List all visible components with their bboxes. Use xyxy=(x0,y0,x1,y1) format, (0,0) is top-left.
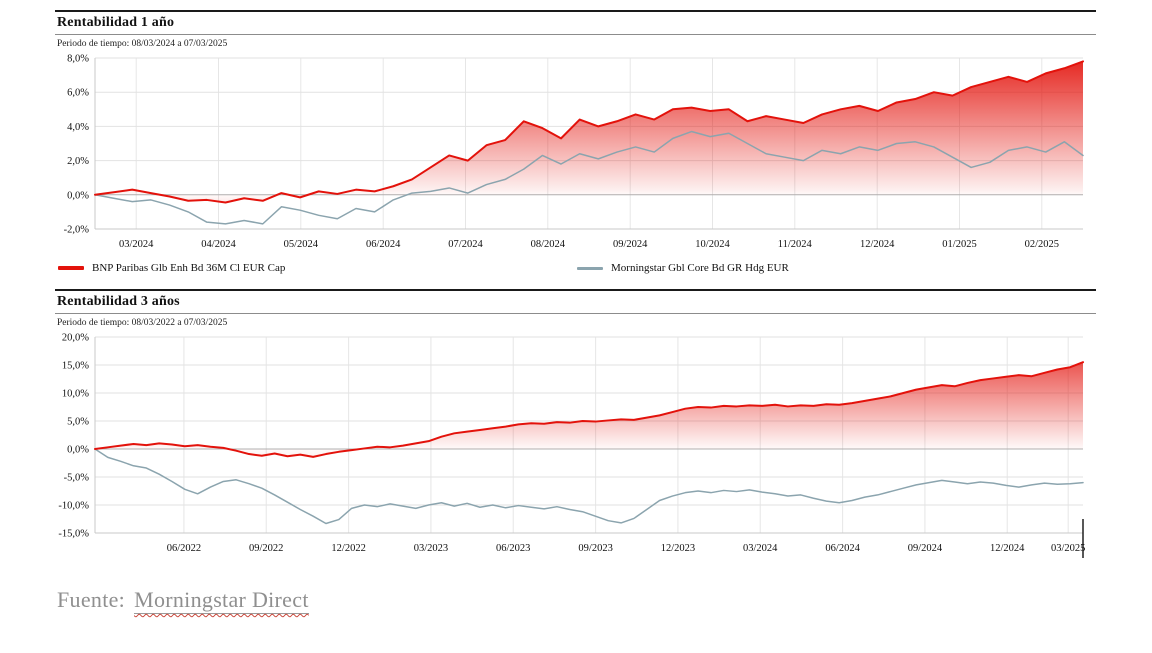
x-axis-label: 06/2024 xyxy=(366,239,401,250)
y-axis-label: -15,0% xyxy=(58,529,89,540)
x-axis-label: 01/2025 xyxy=(942,239,976,250)
source-attribution: Fuente: Morningstar Direct xyxy=(57,587,1096,614)
y-axis-label: 0,0% xyxy=(67,190,89,201)
x-axis-label: 10/2024 xyxy=(695,239,730,250)
y-axis-label: 2,0% xyxy=(67,156,89,167)
x-axis-label: 12/2024 xyxy=(860,239,895,250)
x-axis-label: 12/2024 xyxy=(990,543,1025,554)
legend-item-benchmark: Morningstar Gbl Core Bd GR Hdg EUR xyxy=(577,262,1096,274)
x-axis-label: 09/2024 xyxy=(908,543,943,554)
x-axis-label: 08/2024 xyxy=(531,239,566,250)
x-axis-label: 05/2024 xyxy=(284,239,319,250)
fund-series-line xyxy=(94,361,1084,458)
chart-1yr-plot: 8,0% 6,0% 4,0% 2,0% 0,0% -2,0% 03/2024 04/2024 0… xyxy=(64,54,1084,251)
y-axis-label: 4,0% xyxy=(67,122,89,133)
y-axis-label: 6,0% xyxy=(67,88,89,99)
y-axis-label: 0,0% xyxy=(67,445,89,456)
legend: BNP Paribas Glb Enh Bd 36M Cl EUR Cap Mo… xyxy=(55,255,1096,283)
panel-3yr: Rentabilidad 3 años Periodo de tiempo: 0… xyxy=(55,289,1096,559)
panel-1yr: Rentabilidad 1 año Periodo de tiempo: 08… xyxy=(55,10,1096,283)
chart-period-3yr: Periodo de tiempo: 08/03/2022 a 07/03/20… xyxy=(57,318,228,328)
chart-title-3yr: Rentabilidad 3 años xyxy=(57,294,180,309)
x-axis-label: 04/2024 xyxy=(201,239,236,250)
x-axis-label: 03/2023 xyxy=(414,543,448,554)
x-axis-label: 09/2023 xyxy=(578,543,612,554)
x-axis-label: 02/2025 xyxy=(1025,239,1059,250)
benchmark-series-line xyxy=(94,448,1084,525)
x-axis-label: 12/2022 xyxy=(331,543,365,554)
y-axis-label: 15,0% xyxy=(62,361,89,372)
source-prefix: Fuente: xyxy=(57,587,126,612)
y-axis-label: -2,0% xyxy=(64,225,90,236)
y-axis-label: 20,0% xyxy=(62,333,89,344)
y-axis-label: 8,0% xyxy=(67,54,89,65)
axis-labels: 8,0% 6,0% 4,0% 2,0% 0,0% -2,0% 03/2024 04/2024 0… xyxy=(64,54,1059,251)
chart-title-1yr: Rentabilidad 1 año xyxy=(57,15,175,30)
report-page: Rentabilidad 1 año Periodo de tiempo: 08… xyxy=(55,10,1096,614)
x-axis-label: 07/2024 xyxy=(448,239,483,250)
title-rule xyxy=(55,313,1096,314)
x-axis-label: 03/2025 xyxy=(1051,543,1085,554)
fund-series-label: BNP Paribas Glb Enh Bd 36M Cl EUR Cap xyxy=(92,262,286,274)
chart-3yr-plot: 20,0% 15,0% 10,0% 5,0% 0,0% -5,0% -10,0% -15,0%… xyxy=(58,333,1085,558)
fund-area-fill xyxy=(95,61,1083,203)
x-axis-label: 06/2022 xyxy=(167,543,201,554)
benchmark-series-line xyxy=(94,130,1084,225)
y-axis-label: 5,0% xyxy=(67,417,89,428)
x-axis-label: 12/2023 xyxy=(661,543,695,554)
title-rule xyxy=(55,34,1096,35)
chart-period-1yr: Periodo de tiempo: 08/03/2024 a 07/03/20… xyxy=(57,39,228,49)
x-axis-label: 03/2024 xyxy=(119,239,154,250)
x-axis-label: 03/2024 xyxy=(743,543,778,554)
x-axis-label: 09/2022 xyxy=(249,543,283,554)
fund-series-swatch xyxy=(58,266,84,270)
source-link[interactable]: Morningstar Direct xyxy=(134,587,309,614)
legend-item-fund: BNP Paribas Glb Enh Bd 36M Cl EUR Cap xyxy=(58,262,577,274)
x-axis-label: 11/2024 xyxy=(778,239,813,250)
y-axis-label: -10,0% xyxy=(58,501,89,512)
fund-series-line xyxy=(94,60,1084,204)
x-axis-label: 06/2024 xyxy=(825,543,860,554)
fund-area-fill xyxy=(95,362,1083,457)
y-axis-label: 10,0% xyxy=(62,389,89,400)
x-axis-label: 06/2023 xyxy=(496,543,530,554)
x-axis-label: 09/2024 xyxy=(613,239,648,250)
benchmark-series-label: Morningstar Gbl Core Bd GR Hdg EUR xyxy=(611,262,789,274)
axis-labels: 20,0% 15,0% 10,0% 5,0% 0,0% -5,0% -10,0% -15,0%… xyxy=(58,333,1085,555)
y-axis-label: -5,0% xyxy=(64,473,90,484)
benchmark-series-swatch xyxy=(577,266,603,270)
